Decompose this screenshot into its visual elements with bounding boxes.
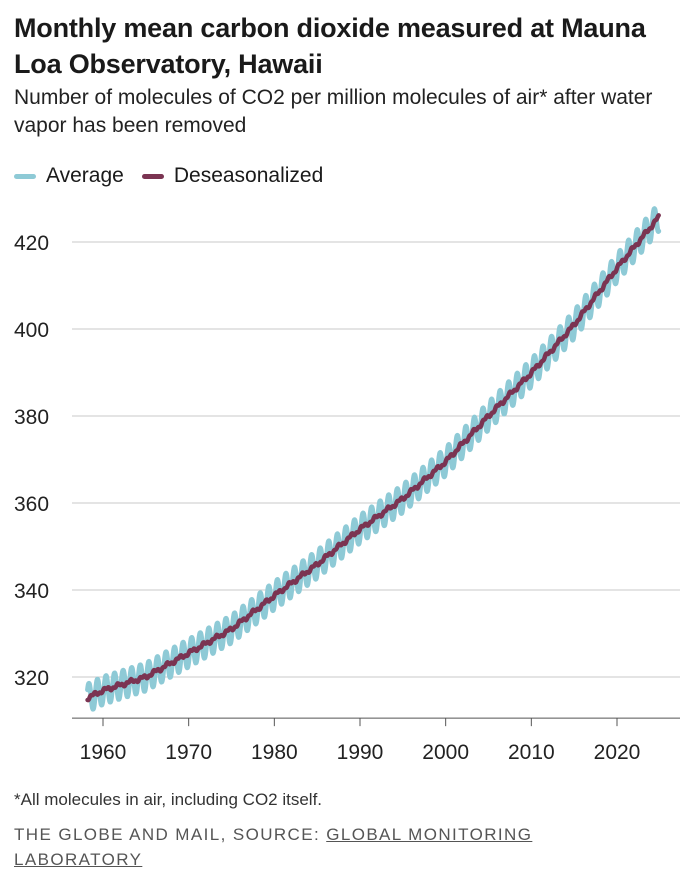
x-tick-label-2010: 2010: [508, 741, 555, 764]
y-tick-label-360: 360: [14, 493, 49, 516]
x-tick-label-2020: 2020: [594, 741, 641, 764]
x-tick-label-2000: 2000: [422, 741, 469, 764]
y-tick-label-400: 400: [14, 319, 49, 342]
source-prefix: THE GLOBE AND MAIL, SOURCE:: [14, 825, 327, 844]
chart-title: Monthly mean carbon dioxide measured at …: [14, 13, 646, 79]
x-tick-label-1970: 1970: [165, 741, 212, 764]
series-line-average: [85, 206, 662, 712]
source-link[interactable]: GLOBAL MONITORING LABORATORY: [14, 825, 533, 869]
legend: Average Deseasonalized: [14, 160, 341, 192]
footnote: *All molecules in air, including CO2 its…: [14, 790, 323, 809]
y-tick-label-340: 340: [14, 580, 49, 603]
x-tick-label-1980: 1980: [251, 741, 298, 764]
y-tick-label-420: 420: [14, 232, 49, 255]
series-line-deseasonalized: [85, 213, 661, 703]
legend-swatch-average: [14, 173, 36, 179]
legend-swatch-deseasonalized: [141, 173, 164, 179]
legend-item-average: Average: [14, 164, 124, 188]
y-tick-label-380: 380: [14, 406, 49, 429]
legend-label-deseasonalized: Deseasonalized: [173, 164, 324, 187]
x-tick-label-1990: 1990: [337, 741, 384, 764]
legend-label-average: Average: [46, 164, 124, 187]
source-credit: THE GLOBE AND MAIL, SOURCE: GLOBAL MONIT…: [14, 822, 614, 872]
co2-line-chart: 320 340 360 380 400 420 1960 1970 1980 1990 2000 20…: [14, 206, 680, 764]
x-tick-label-1960: 1960: [80, 741, 127, 764]
legend-item-deseasonalized: Deseasonalized: [141, 164, 324, 188]
chart-subtitle: Number of molecules of CO2 per million m…: [14, 86, 653, 137]
y-tick-label-320: 320: [14, 667, 49, 690]
